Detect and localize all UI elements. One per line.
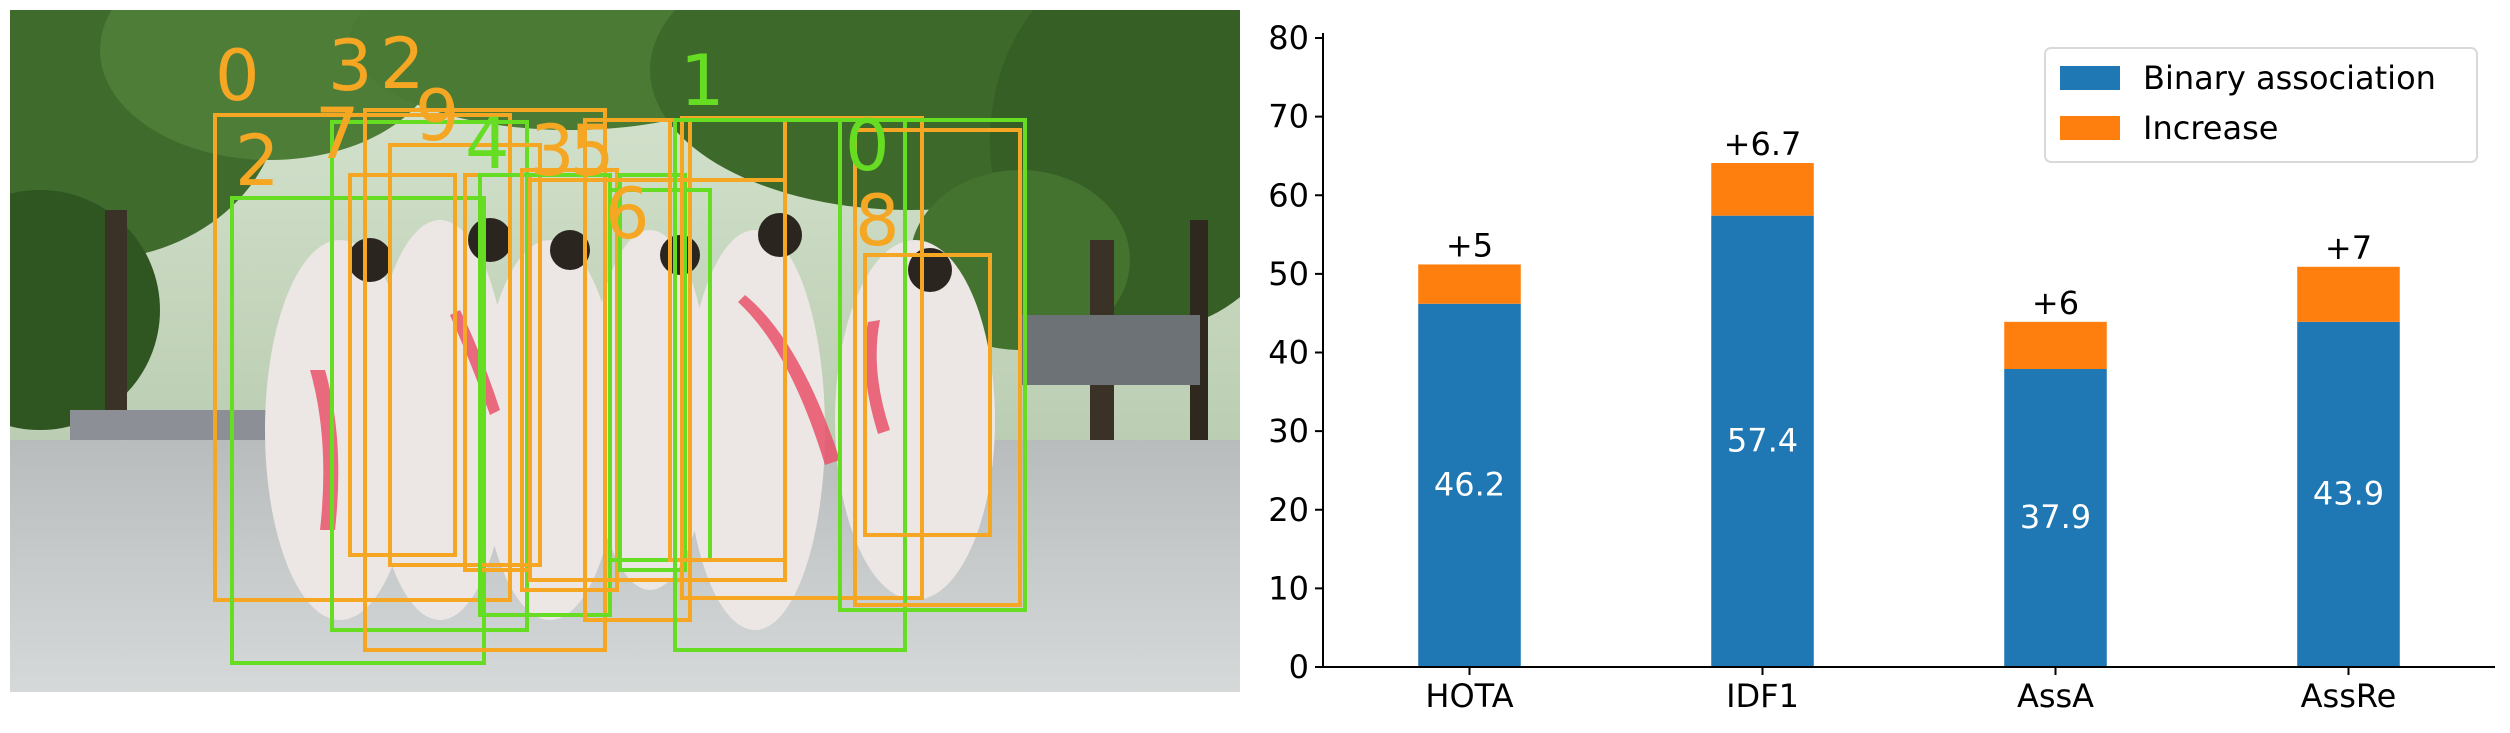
increase-value-label: +5 <box>1446 226 1493 264</box>
track-id-label: 8 <box>855 180 900 262</box>
bar-binary-association <box>2297 321 2400 667</box>
track-id-label: 4 <box>465 103 510 185</box>
chart-canvas: 46.2 +5 57.4 +6.7 37.9 +6 43.9 +7 HOTA IDF1 AssA A… <box>1268 19 2495 715</box>
tree-foliage <box>10 10 1240 430</box>
tracking-box <box>520 168 619 592</box>
x-tick-label: AssRe <box>2301 677 2397 715</box>
legend-entry: Increase <box>2143 109 2278 147</box>
tracking-box <box>583 118 692 622</box>
bar-value-label: 46.2 <box>1434 465 1505 503</box>
bar-value-label: 57.4 <box>1727 421 1798 459</box>
y-tick-label: 70 <box>1268 98 1309 136</box>
track-id-label: 6 <box>605 173 650 255</box>
x-tick-label: HOTA <box>1425 677 1513 715</box>
bar-binary-association <box>1418 303 1521 667</box>
tracking-box <box>348 173 457 557</box>
legend-swatch <box>2060 116 2120 140</box>
increase-value-label: +6.7 <box>1724 125 1802 163</box>
y-tick-label: 40 <box>1268 334 1309 372</box>
y-tick-label: 30 <box>1268 412 1309 450</box>
track-id-label: 2 <box>235 120 280 202</box>
bar-increase <box>2297 266 2400 322</box>
legend: Binary association Increase <box>2044 47 2478 163</box>
bar-value-label: 37.9 <box>2020 498 2091 536</box>
track-id-label: 0 <box>215 35 260 117</box>
x-tick-label: IDF1 <box>1726 677 1799 715</box>
y-tick-label: 0 <box>1289 648 1309 686</box>
legend-entry: Binary association <box>2143 59 2436 97</box>
bars: 46.2 +5 57.4 +6.7 37.9 +6 43.9 +7 <box>1418 125 2400 667</box>
track-id-label: 9 <box>415 75 460 157</box>
bar-binary-association <box>2004 369 2107 667</box>
tracking-box <box>853 128 1022 607</box>
legend-frame <box>2044 47 2478 163</box>
bar-binary-association <box>1711 215 1814 667</box>
tracking-box <box>618 173 687 572</box>
tracking-box <box>863 253 992 537</box>
tracking-box <box>230 196 486 665</box>
tracking-box <box>528 178 787 582</box>
track-id-label: 7 <box>315 93 360 175</box>
track-id-label: 2 <box>380 23 425 105</box>
pavilion-roof <box>1020 315 1200 385</box>
y-tick-label: 80 <box>1268 19 1309 57</box>
stacked-bar-chart: 46.2 +5 57.4 +6.7 37.9 +6 43.9 +7 HOTA IDF1 AssA A… <box>1245 0 2510 729</box>
track-id-label: 5 <box>570 110 615 192</box>
tracking-box <box>213 113 512 602</box>
tracking-box <box>363 108 607 652</box>
bar-value-label: 43.9 <box>2313 474 2384 512</box>
bar-increase <box>1418 264 1521 304</box>
increase-value-label: +7 <box>2325 229 2372 267</box>
track-id-label: 0 <box>845 105 890 187</box>
tracking-boxes <box>213 108 1027 665</box>
y-tick-label: 20 <box>1268 491 1309 529</box>
y-tick-label: 60 <box>1268 176 1309 214</box>
tracking-box <box>608 188 712 562</box>
track-id-label: 3 <box>328 25 373 107</box>
axes: HOTA IDF1 AssA AssRe 0 10 20 30 40 50 60 70 80 <box>1268 19 2495 715</box>
increase-value-label: +6 <box>2032 284 2079 322</box>
track-id-label: 1 <box>680 40 725 122</box>
tracking-box <box>838 118 1027 612</box>
x-tick-label: AssA <box>2017 677 2094 715</box>
track-id-label: 3 <box>530 110 575 192</box>
legend-swatch <box>2060 66 2120 90</box>
y-tick-label: 10 <box>1268 569 1309 607</box>
tracking-box <box>673 118 907 652</box>
tracking-box <box>330 120 529 632</box>
bar-increase <box>1711 163 1814 216</box>
y-tick-label: 50 <box>1268 255 1309 293</box>
bar-increase <box>2004 321 2107 370</box>
